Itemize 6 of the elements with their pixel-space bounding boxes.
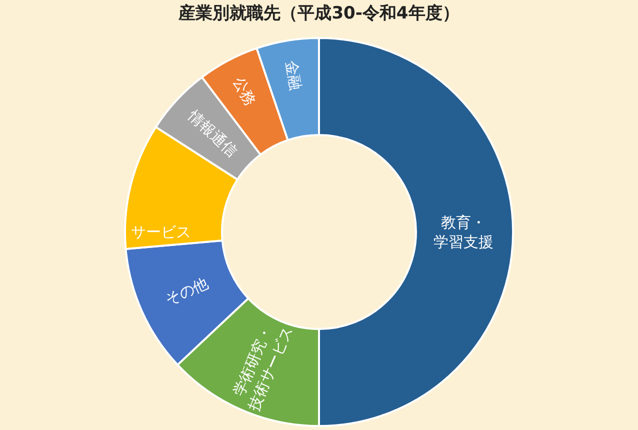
slice-label: 金融 xyxy=(282,59,305,92)
slice-label: 学術研究・技術サービス xyxy=(230,322,297,414)
slice-label: 教育・学習支援 xyxy=(433,213,494,251)
chart-title: 産業別就職先（平成30-令和4年度） xyxy=(178,3,460,24)
slice-label: その他 xyxy=(162,274,211,309)
slice-label: サービス xyxy=(131,223,192,241)
